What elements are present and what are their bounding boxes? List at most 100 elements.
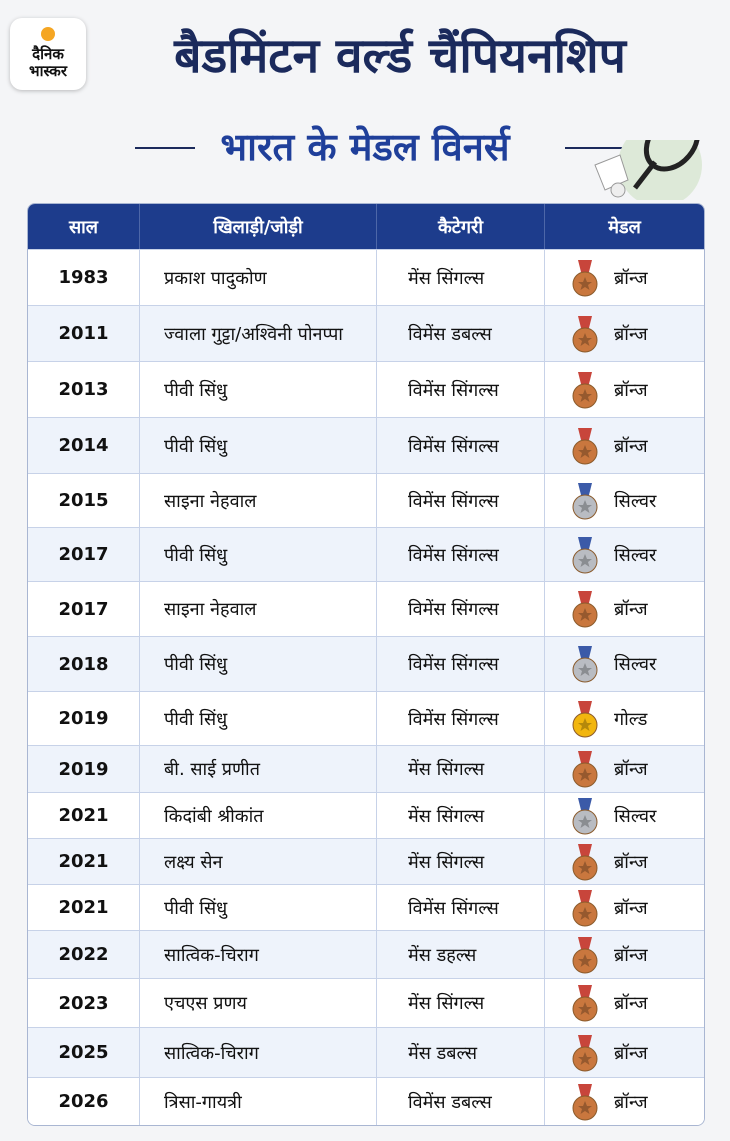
medal-icon — [572, 371, 598, 408]
category: विमेंस सिंगल्स — [408, 379, 499, 401]
medal-icon — [572, 1034, 598, 1071]
cell: विमेंस सिंगल्स — [376, 528, 544, 581]
table-row: 2021 लक्ष्य सेन मेंस सिंगल्स ब्रॉन्ज — [28, 838, 704, 884]
year: 2011 — [58, 323, 109, 344]
player: पीवी सिंधु — [164, 435, 228, 457]
cell: 2021 — [28, 885, 139, 930]
cell: ब्रॉन्ज — [544, 885, 704, 930]
category: मेंस सिंगल्स — [408, 805, 485, 827]
table-row: 2023 एचएस प्रणय मेंस सिंगल्स ब्रॉन्ज — [28, 978, 704, 1027]
medal-icon — [572, 427, 598, 464]
table-row: 2017 साइना नेहवाल विमेंस सिंगल्स ब्रॉन्ज — [28, 581, 704, 636]
year: 2013 — [58, 379, 109, 400]
column-header: खिलाड़ी/जोड़ी — [139, 204, 376, 249]
logo: दैनिक भास्कर — [10, 18, 86, 90]
medal: गोल्ड — [614, 708, 648, 730]
cell: 2017 — [28, 582, 139, 636]
cell: विमेंस डबल्स — [376, 306, 544, 361]
player: त्रिसा-गायत्री — [164, 1091, 242, 1113]
player: पीवी सिंधु — [164, 654, 228, 675]
player: पीवी सिंधु — [164, 897, 228, 919]
cell: साइना नेहवाल — [139, 582, 376, 636]
cell: 2021 — [28, 839, 139, 884]
category: मेंस सिंगल्स — [408, 759, 485, 780]
medal-icon — [572, 751, 598, 788]
medal-icon — [572, 259, 598, 296]
cell: ब्रॉन्ज — [544, 582, 704, 636]
medal: ब्रॉन्ज — [614, 323, 648, 345]
cell: सिल्वर — [544, 474, 704, 527]
table-row: 1983 प्रकाश पादुकोण मेंस सिंगल्स ब्रॉन्ज — [28, 249, 704, 305]
cell: ब्रॉन्ज — [544, 418, 704, 473]
cell: मेंस सिंगल्स — [376, 979, 544, 1027]
cell: पीवी सिंधु — [139, 362, 376, 417]
column-header: साल — [68, 216, 99, 238]
cell: ब्रॉन्ज — [544, 306, 704, 361]
medal: ब्रॉन्ज — [614, 1091, 648, 1113]
player: पीवी सिंधु — [164, 708, 228, 730]
table-row: 2021 पीवी सिंधु विमेंस सिंगल्स ब्रॉन्ज — [28, 884, 704, 930]
medal: ब्रॉन्ज — [614, 851, 648, 873]
cell: ब्रॉन्ज — [544, 1028, 704, 1077]
cell: पीवी सिंधु — [139, 885, 376, 930]
medal: ब्रॉन्ज — [614, 944, 648, 966]
logo-sun — [41, 27, 55, 41]
cell: ब्रॉन्ज — [544, 746, 704, 792]
cell: लक्ष्य सेन — [139, 839, 376, 884]
cell: सात्विक-चिराग — [139, 931, 376, 978]
cell: ब्रॉन्ज — [544, 979, 704, 1027]
table-row: 2019 बी. साई प्रणीत मेंस सिंगल्स ब्रॉन्ज — [28, 745, 704, 792]
cell: 2015 — [28, 474, 139, 527]
medal-icon — [572, 646, 598, 683]
cell: 2018 — [28, 637, 139, 691]
year: 2021 — [58, 897, 109, 918]
cell: पीवी सिंधु — [139, 418, 376, 473]
cell: प्रकाश पादुकोण — [139, 250, 376, 305]
cell: विमेंस सिंगल्स — [376, 418, 544, 473]
medal-icon — [572, 985, 598, 1022]
category: मेंस सिंगल्स — [408, 993, 485, 1014]
category: विमेंस सिंगल्स — [408, 490, 499, 512]
player: साइना नेहवाल — [164, 599, 257, 620]
year: 2025 — [58, 1042, 109, 1063]
medal-icon — [572, 591, 598, 628]
medal: ब्रॉन्ज — [614, 759, 648, 780]
cell: विमेंस सिंगल्स — [376, 582, 544, 636]
logo-line: दैनिक — [32, 45, 64, 63]
cell: एचएस प्रणय — [139, 979, 376, 1027]
cell: विमेंस सिंगल्स — [376, 362, 544, 417]
table-row: 2013 पीवी सिंधु विमेंस सिंगल्स ब्रॉन्ज — [28, 361, 704, 417]
year: 2018 — [58, 653, 109, 675]
medal: ब्रॉन्ज — [614, 1042, 648, 1064]
table-row: 2022 सात्विक-चिराग मेंस डहल्स ब्रॉन्ज — [28, 930, 704, 978]
cell: सिल्वर — [544, 528, 704, 581]
year: 2014 — [58, 435, 109, 456]
player: ज्वाला गुट्टा/अश्विनी पोनप्पा — [164, 323, 343, 345]
cell: सात्विक-चिराग — [139, 1028, 376, 1077]
table-row: 2021 किदांबी श्रीकांत मेंस सिंगल्स सिल्वर — [28, 792, 704, 838]
medal-icon — [572, 797, 598, 834]
cell: 2019 — [28, 692, 139, 745]
medal: ब्रॉन्ज — [614, 379, 648, 401]
category: मेंस डबल्स — [408, 1042, 478, 1064]
player: साइना नेहवाल — [164, 490, 257, 512]
column-header: कैटेगरी — [376, 204, 544, 249]
medal: सिल्वर — [614, 805, 657, 827]
medal-icon — [572, 536, 598, 573]
category: विमेंस डबल्स — [408, 323, 492, 345]
cell: 2023 — [28, 979, 139, 1027]
cell: पीवी सिंधु — [139, 528, 376, 581]
category: मेंस डहल्स — [408, 944, 477, 966]
medal: ब्रॉन्ज — [614, 993, 648, 1014]
cell: किदांबी श्रीकांत — [139, 793, 376, 838]
cell: गोल्ड — [544, 692, 704, 745]
category: विमेंस सिंगल्स — [408, 654, 499, 675]
cell: मेंस डहल्स — [376, 931, 544, 978]
medal: सिल्वर — [614, 544, 657, 566]
cell: 2017 — [28, 528, 139, 581]
subtitle: भारत के मेडल विनर्स — [220, 125, 510, 169]
player: सात्विक-चिराग — [164, 1042, 259, 1064]
year: 2017 — [58, 598, 109, 620]
table-row: 2014 पीवी सिंधु विमेंस सिंगल्स ब्रॉन्ज — [28, 417, 704, 473]
